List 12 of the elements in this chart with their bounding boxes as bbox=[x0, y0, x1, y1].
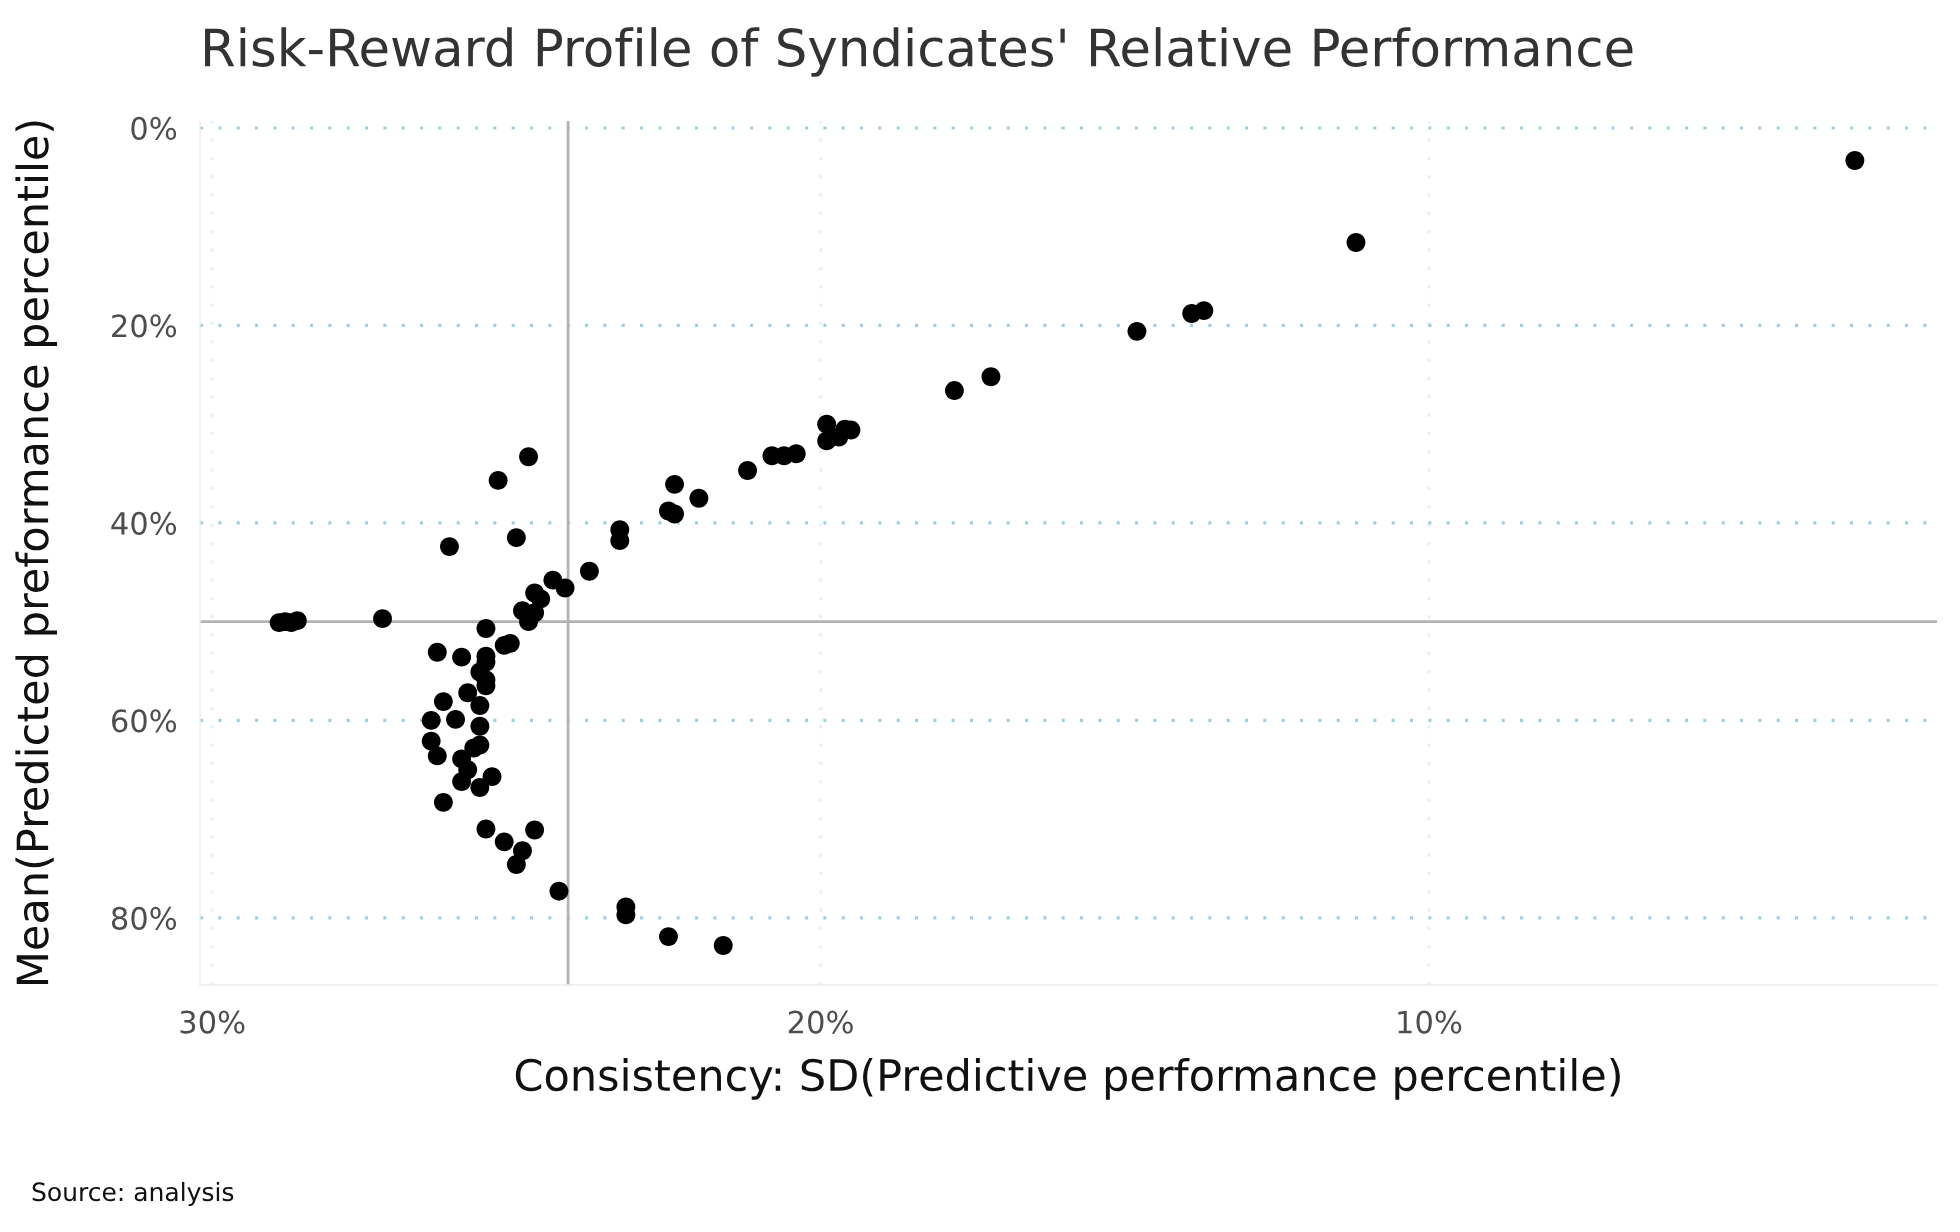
source-note: Source: analysis bbox=[32, 1181, 234, 1207]
y-axis-title: Mean(Predicted preformance percentile) bbox=[15, 121, 58, 985]
x-tick-label: 10% bbox=[1398, 1010, 1462, 1034]
y-tick-label: 60% bbox=[112, 709, 177, 733]
y-tick-label: 40% bbox=[111, 511, 177, 535]
y-tick-label: 20% bbox=[112, 314, 177, 338]
y-tick-label: 0% bbox=[131, 116, 177, 140]
x-axis-title: Consistency: SD(Predictive performance percentile) bbox=[515, 1058, 1620, 1100]
chart-title: Risk-Reward Profile of Syndicates' Relative Performance bbox=[205, 27, 1633, 77]
y-tick-label: 80% bbox=[111, 906, 177, 930]
x-tick-label: 20% bbox=[788, 1010, 853, 1034]
x-tick-label: 30% bbox=[180, 1010, 245, 1034]
